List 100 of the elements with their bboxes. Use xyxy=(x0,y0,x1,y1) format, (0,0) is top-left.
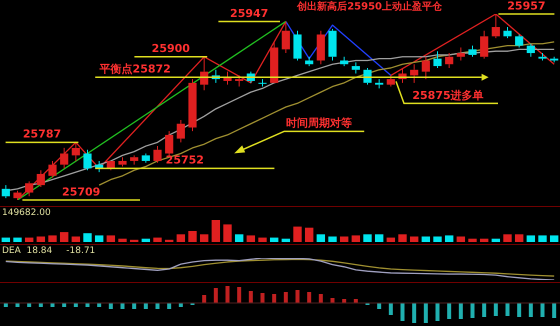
candlestick xyxy=(410,64,418,84)
candlestick xyxy=(36,170,45,188)
candlestick xyxy=(72,142,80,162)
bar xyxy=(176,234,186,242)
candlestick xyxy=(340,56,348,67)
annotation: 时间周期对等 xyxy=(286,116,352,130)
bar xyxy=(528,303,533,317)
bar xyxy=(132,303,136,309)
bar xyxy=(410,236,418,242)
candlestick xyxy=(503,26,512,39)
candlestick xyxy=(130,154,138,166)
bar xyxy=(318,294,323,303)
candlestick xyxy=(445,52,454,68)
bar xyxy=(447,303,452,319)
candlestick xyxy=(456,46,465,61)
bar xyxy=(482,303,486,317)
candlestick xyxy=(352,62,360,74)
bar xyxy=(200,234,208,242)
bar xyxy=(470,303,474,318)
bar xyxy=(340,236,348,242)
bar xyxy=(352,235,360,242)
bar xyxy=(272,294,276,303)
bar xyxy=(377,303,382,309)
bar xyxy=(374,234,384,242)
annotation: 25900 xyxy=(152,42,190,56)
bar xyxy=(433,236,442,242)
annotation: 25947 xyxy=(230,6,268,20)
bar xyxy=(284,292,288,303)
bar xyxy=(167,303,172,309)
bar xyxy=(106,235,116,242)
bar xyxy=(494,303,498,316)
bar xyxy=(456,236,466,242)
candlestick xyxy=(328,28,337,61)
bar xyxy=(202,295,206,303)
bar xyxy=(514,234,524,242)
bar xyxy=(234,234,244,242)
bar xyxy=(248,291,253,303)
bar xyxy=(307,292,312,303)
bar xyxy=(226,286,230,303)
text: DEA 18.84 xyxy=(2,246,53,256)
bar xyxy=(480,238,488,242)
annotation: 25787 xyxy=(22,128,62,141)
candlestick xyxy=(153,146,162,164)
candlestick xyxy=(433,50,442,68)
bar xyxy=(153,238,162,242)
bar xyxy=(212,220,220,242)
bar xyxy=(468,238,477,242)
bar xyxy=(386,238,396,242)
bar xyxy=(330,298,334,303)
text: -18.71 xyxy=(66,246,96,256)
candlestick xyxy=(200,56,208,91)
candlestick xyxy=(2,184,10,199)
bar xyxy=(550,235,558,242)
candlestick xyxy=(25,180,34,197)
candlestick xyxy=(142,153,150,164)
candlestick xyxy=(83,149,92,171)
candlestick xyxy=(188,78,197,132)
bar xyxy=(538,235,547,242)
bar xyxy=(214,288,218,303)
candlestick xyxy=(60,147,68,169)
bar xyxy=(108,303,113,309)
bar xyxy=(223,224,232,242)
bar xyxy=(540,303,544,317)
bar xyxy=(60,232,68,242)
text: 25957 xyxy=(507,0,546,12)
bar xyxy=(13,238,22,242)
bar xyxy=(400,303,404,321)
bar xyxy=(552,303,556,318)
annotation: 25709 xyxy=(62,185,100,198)
bar xyxy=(328,236,337,242)
candlestick xyxy=(270,41,278,83)
bar xyxy=(48,235,57,242)
bar xyxy=(237,287,242,303)
bar xyxy=(526,235,536,242)
candlestick xyxy=(293,30,302,61)
text: 149682.00 xyxy=(2,208,51,218)
bar xyxy=(118,238,127,242)
bar xyxy=(412,303,416,323)
bar xyxy=(120,303,124,309)
bar xyxy=(72,236,80,242)
bar xyxy=(436,303,440,321)
bar xyxy=(24,238,34,242)
candlestick xyxy=(316,30,325,65)
bar xyxy=(260,293,264,303)
candlestick xyxy=(468,45,477,58)
bar xyxy=(293,226,302,242)
bar xyxy=(503,234,512,242)
bar xyxy=(422,236,430,242)
candlestick xyxy=(48,160,57,178)
candlestick xyxy=(480,30,488,60)
bar xyxy=(36,236,46,242)
candlestick xyxy=(305,56,314,67)
bar xyxy=(398,234,407,242)
bar xyxy=(144,303,148,309)
bar xyxy=(304,228,314,242)
candlestick xyxy=(118,156,127,168)
candlestick xyxy=(176,120,185,143)
bar xyxy=(142,238,150,242)
annotation: 25875进多单 xyxy=(412,88,484,102)
bar xyxy=(258,238,267,242)
